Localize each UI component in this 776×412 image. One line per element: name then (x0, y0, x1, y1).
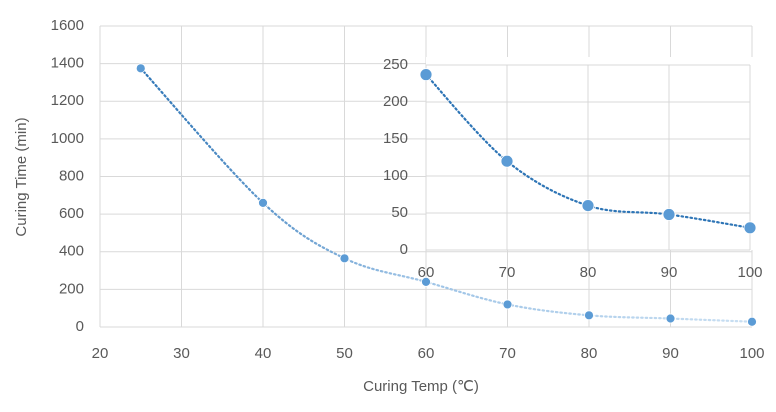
x-tick-label: 80 (581, 345, 598, 362)
x-tick-label: 80 (580, 264, 597, 281)
point (662, 208, 676, 221)
x-tick-label: 70 (499, 345, 516, 362)
x-tick-label: 100 (739, 345, 764, 362)
point (135, 63, 146, 74)
x-tick-label: 100 (737, 264, 762, 281)
x-tick-label: 70 (499, 264, 516, 281)
y-tick-label: 200 (59, 280, 84, 297)
y-tick-label: 1600 (51, 17, 84, 34)
x-tick-label: 60 (418, 345, 435, 362)
point (581, 199, 595, 213)
y-tick-label: 0 (76, 318, 84, 335)
x-tick-label: 30 (173, 345, 190, 362)
y-tick-label: 200 (383, 93, 408, 110)
x-tick-label: 20 (92, 345, 109, 362)
point (747, 316, 757, 327)
point (502, 299, 513, 310)
y-tick-label: 100 (383, 167, 408, 184)
y-tick-label: 1200 (51, 92, 84, 109)
y-tick-label: 1000 (51, 130, 84, 147)
point (419, 68, 433, 82)
y-tick-label: 1400 (51, 55, 84, 72)
point (421, 276, 431, 287)
x-tick-label: 90 (662, 345, 679, 362)
x-tick-label: 90 (661, 264, 678, 281)
y-tick-label: 50 (391, 204, 408, 221)
y-axis-title: Curing Time (min) (13, 117, 30, 236)
point (500, 154, 514, 168)
x-tick-label: 40 (255, 345, 272, 362)
x-axis-title: Curing Temp (℃) (363, 378, 479, 395)
x-tick-label: 60 (418, 264, 435, 281)
y-tick-label: 600 (59, 205, 84, 222)
point (339, 253, 350, 264)
y-tick-label: 800 (59, 167, 84, 184)
point (258, 197, 268, 208)
inset-background (426, 57, 754, 250)
y-tick-label: 250 (383, 56, 408, 73)
point (584, 310, 594, 321)
point (743, 221, 757, 235)
x-tick-label: 50 (336, 345, 353, 362)
y-tick-label: 400 (59, 243, 84, 260)
point (665, 313, 676, 324)
y-tick-label: 150 (383, 130, 408, 147)
y-tick-label: 0 (400, 241, 408, 258)
